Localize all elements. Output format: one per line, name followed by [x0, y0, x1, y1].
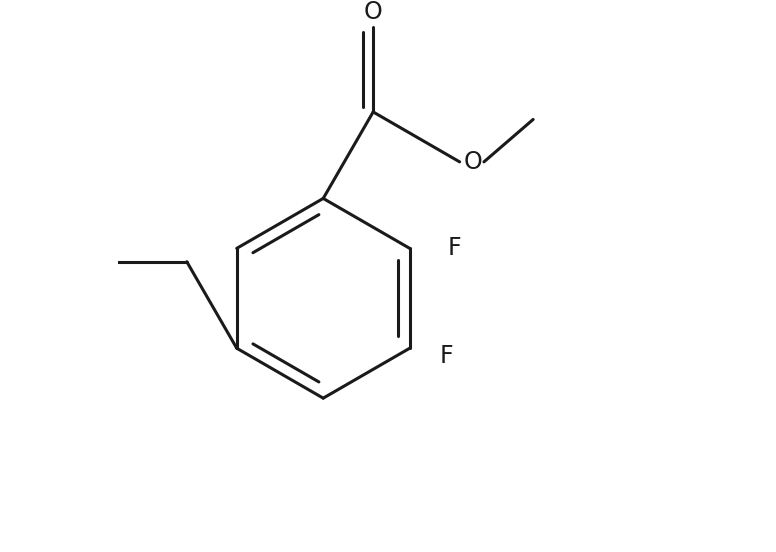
Text: O: O [364, 0, 383, 24]
Text: F: F [439, 344, 453, 368]
Text: O: O [464, 150, 483, 174]
Text: F: F [448, 236, 461, 261]
